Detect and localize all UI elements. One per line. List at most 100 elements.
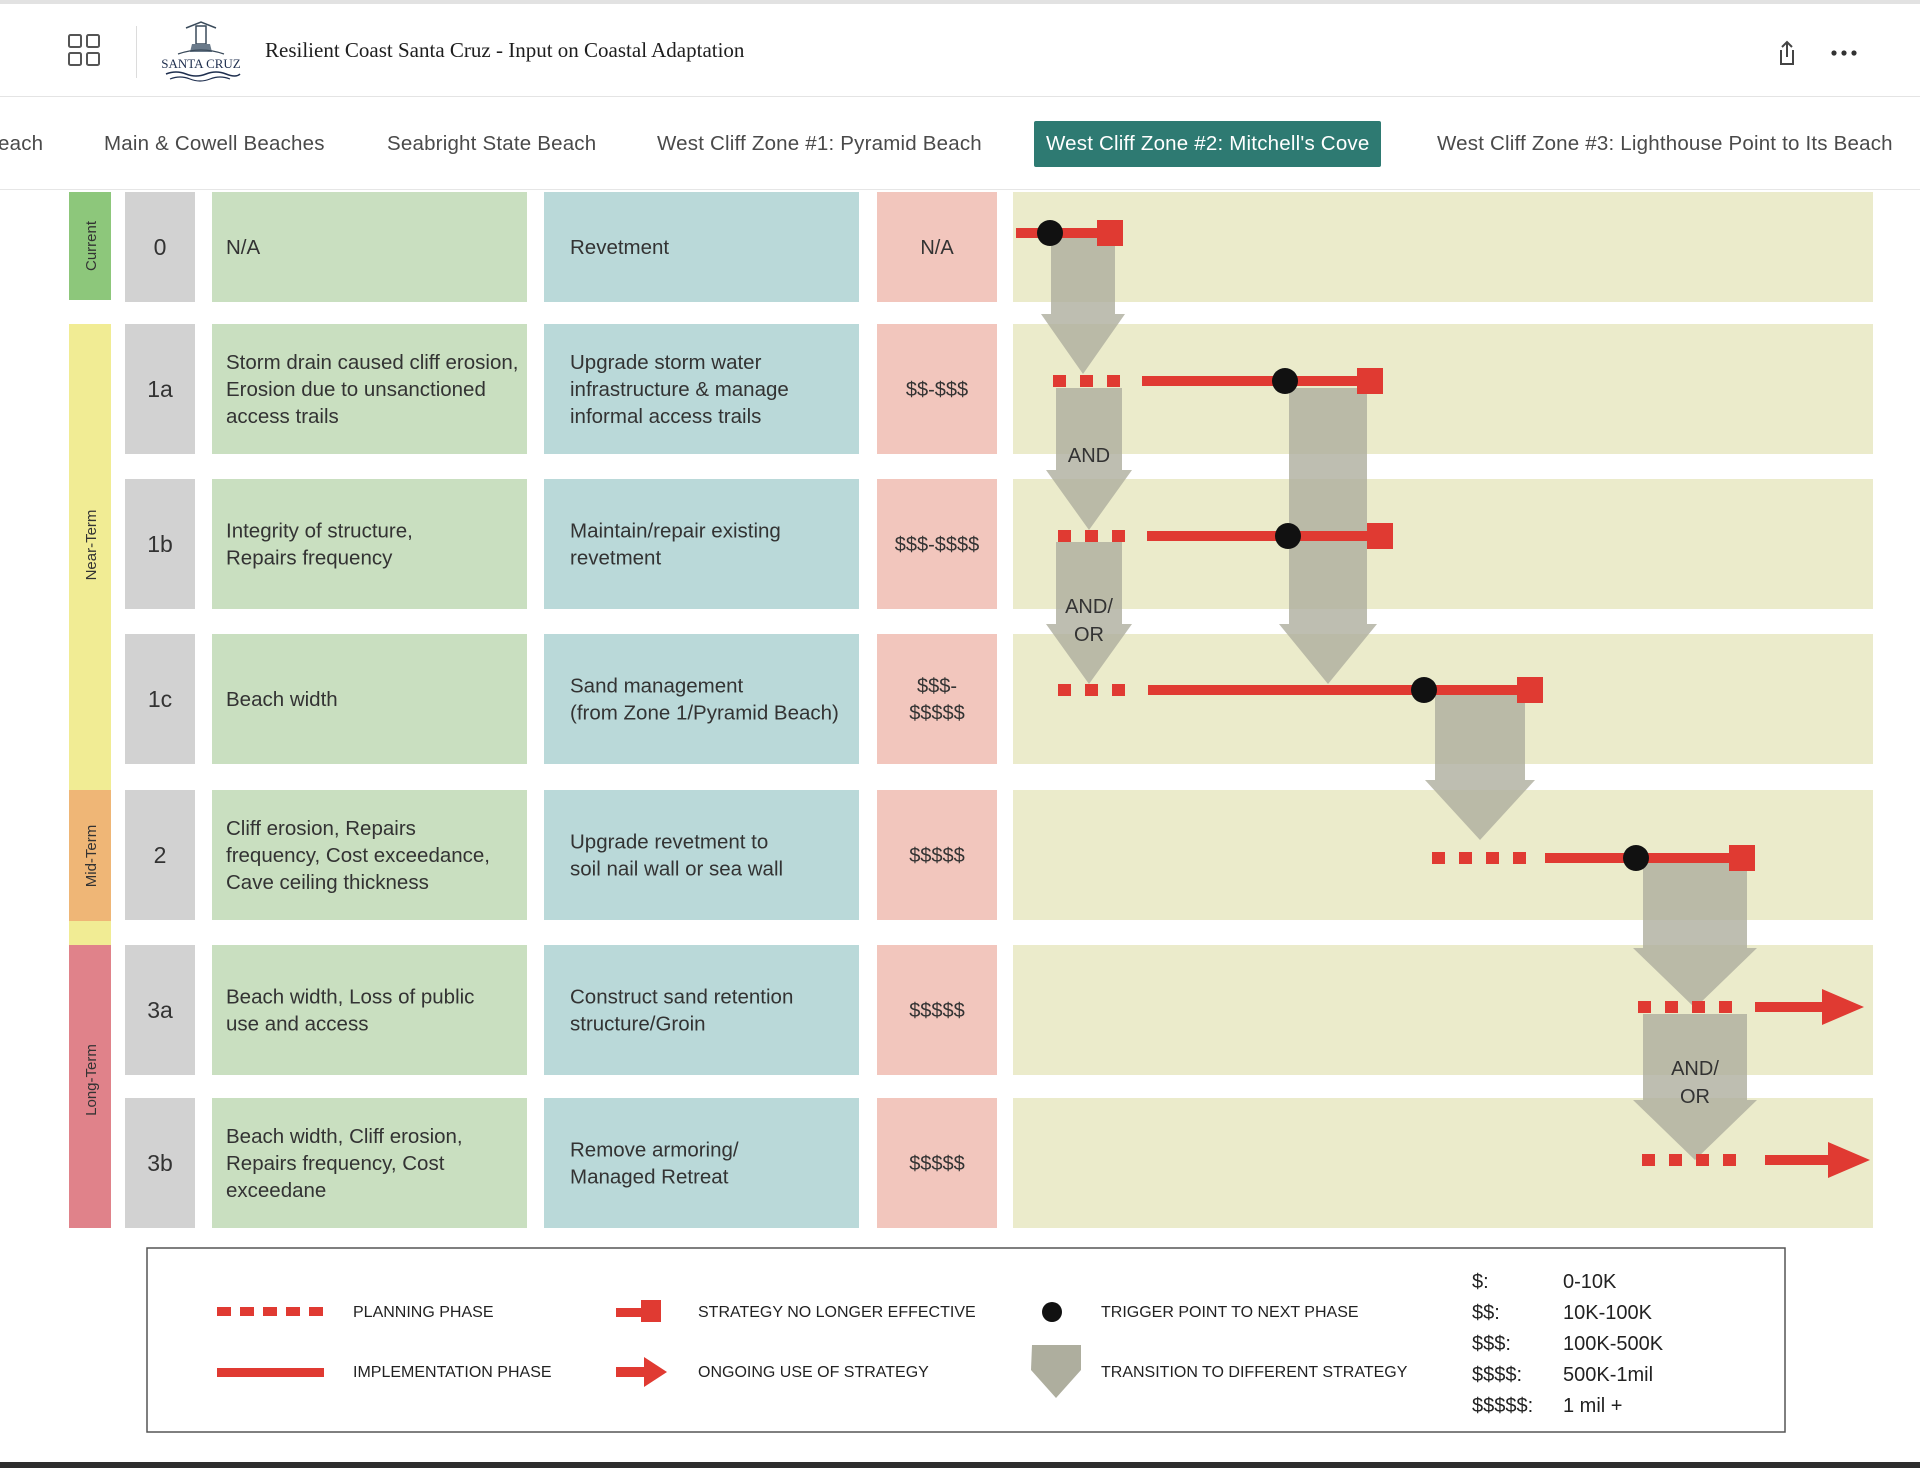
phase-label-mid-term: Mid-Term	[83, 825, 100, 888]
phase-label-long-term: Long-Term	[83, 1044, 100, 1116]
strategy-end-marker	[1357, 368, 1383, 394]
legend-planning-label: PLANNING PHASE	[353, 1304, 493, 1321]
phase-bar-long-term	[69, 945, 111, 1228]
cost-cell	[877, 324, 997, 454]
trigger-text: N/A	[226, 236, 261, 259]
planning-phase-dashes	[1432, 852, 1526, 864]
trigger-text: Cliff erosion, Repairs	[226, 817, 416, 840]
planning-phase-dashes	[1058, 530, 1125, 542]
zone-tabs: each Main & Cowell Beaches Seabright Sta…	[0, 97, 1920, 190]
trigger-text: exceedane	[226, 1179, 326, 1202]
strategy-end-marker	[1729, 845, 1755, 871]
row-id-cell	[125, 945, 195, 1075]
strategy-text: Maintain/repair existing	[570, 520, 781, 543]
tab-west-cliff-zone-1[interactable]: West Cliff Zone #1: Pyramid Beach	[657, 132, 982, 155]
trigger-cell	[212, 634, 527, 764]
strategy-row: 1b Integrity of structure, Repairs frequen…	[125, 479, 1873, 609]
tab-main-beach-partial[interactable]: each	[0, 132, 44, 155]
row-id: 2	[154, 842, 167, 868]
strategy-row: 3b Beach width, Cliff erosion, Repairs fre…	[125, 1098, 1873, 1228]
implementation-phase-line	[1147, 531, 1380, 541]
cost-cell	[877, 1098, 997, 1228]
legend-ongoing-label: ONGOING USE OF STRATEGY	[698, 1364, 929, 1381]
strategy-end-marker	[1517, 677, 1543, 703]
tab-west-cliff-zone-3[interactable]: West Cliff Zone #3: Lighthouse Point to …	[1437, 132, 1893, 155]
strategy-cell	[544, 634, 859, 764]
row-id-cell	[125, 634, 195, 764]
trigger-cell	[212, 192, 527, 302]
trigger-text: access trails	[226, 405, 339, 428]
legend-ongoing-arrow-icon	[616, 1357, 667, 1387]
tab-west-cliff-zone-2[interactable]: West Cliff Zone #2: Mitchell's Cove	[1034, 121, 1382, 167]
cost-text: N/A	[920, 237, 954, 259]
row-id-cell	[125, 479, 195, 609]
legend-cost-range: 500K-1mil	[1563, 1364, 1653, 1386]
strategy-cell	[544, 192, 859, 302]
more-options-icon[interactable]	[1826, 38, 1862, 68]
strategy-cell	[544, 790, 859, 920]
trigger-text: Beach width, Cliff erosion,	[226, 1125, 463, 1148]
trigger-text: Erosion due to unsanctioned	[226, 378, 486, 401]
apps-grid-icon[interactable]	[68, 34, 100, 66]
phase-bar-current	[69, 192, 111, 300]
app-header: SANTA CRUZ Resilient Coast Santa Cruz - …	[0, 4, 1920, 97]
legend-no-longer-effective-swatch	[616, 1300, 661, 1322]
share-icon[interactable]	[1772, 38, 1802, 68]
strategy-text: Sand management	[570, 675, 744, 698]
legend-cost-range: 1 mil +	[1563, 1395, 1622, 1417]
trigger-cell	[212, 945, 527, 1075]
strategy-row: 0 N/A Revetment N/A	[125, 192, 1873, 302]
strategy-row: 1c Beach width Sand management (from Zone 1…	[125, 634, 1873, 764]
trigger-text: frequency, Cost exceedance,	[226, 844, 490, 867]
ongoing-strategy-arrow-icon	[1822, 989, 1864, 1025]
flow-label-andor-2-line1: AND/	[1671, 1058, 1719, 1080]
trigger-point-dot	[1037, 220, 1063, 246]
strategy-text: structure/Groin	[570, 1013, 706, 1036]
tab-main-cowell-beaches[interactable]: Main & Cowell Beaches	[104, 132, 325, 155]
legend-no-longer-label: STRATEGY NO LONGER EFFECTIVE	[698, 1304, 976, 1321]
strategy-cell	[544, 324, 859, 454]
cost-text: $$$$$	[909, 1153, 965, 1175]
trigger-point-dot	[1623, 845, 1649, 871]
legend-cost-symbol: $$$$$:	[1472, 1395, 1533, 1417]
transition-arrow-1b-to-1c	[1046, 542, 1132, 684]
strategy-text: infrastructure & manage	[570, 378, 789, 401]
flow-label-andor-1-line2: OR	[1074, 624, 1104, 646]
implementation-phase-line	[1142, 376, 1370, 386]
legend-cost-symbol: $$$:	[1472, 1333, 1511, 1355]
trigger-text: Storm drain caused cliff erosion,	[226, 351, 518, 374]
strategy-text: informal access trails	[570, 405, 761, 428]
trigger-cell	[212, 479, 527, 609]
strategy-text: revetment	[570, 547, 661, 570]
app-title: Resilient Coast Santa Cruz - Input on Co…	[265, 38, 745, 62]
strategy-text: Managed Retreat	[570, 1166, 729, 1189]
trigger-point-dot	[1272, 368, 1298, 394]
strategy-text: (from Zone 1/Pyramid Beach)	[570, 702, 839, 725]
strategy-text: Upgrade revetment to	[570, 831, 768, 854]
legend-cost-range: 100K-500K	[1563, 1333, 1664, 1355]
flow-label-andor-2-line2: OR	[1680, 1086, 1710, 1108]
trigger-text: use and access	[226, 1013, 368, 1036]
strategy-text: soil nail wall or sea wall	[570, 858, 783, 881]
row-id: 3b	[147, 1150, 173, 1176]
cost-text: $$$-$$$$	[895, 534, 980, 556]
flow-label-and: AND	[1068, 445, 1110, 467]
strategy-end-marker	[1097, 220, 1123, 246]
row-id-cell	[125, 1098, 195, 1228]
trigger-text: Beach width, Loss of public	[226, 986, 474, 1009]
phase-bar-mid-term	[69, 790, 111, 921]
row-id-cell	[125, 192, 195, 302]
strategy-row: 3a Beach width, Loss of public use and acc…	[125, 945, 1873, 1075]
trigger-text: Repairs frequency	[226, 547, 393, 570]
strategy-cell	[544, 945, 859, 1075]
tab-seabright-state-beach[interactable]: Seabright State Beach	[387, 132, 597, 155]
transition-arrow-1c-to-2	[1425, 690, 1535, 840]
cost-cell	[877, 634, 997, 764]
implementation-phase-line	[1755, 1002, 1832, 1012]
cost-text: $$$$$	[909, 1000, 965, 1022]
cost-text: $$$$$	[909, 703, 965, 725]
transition-arrow-1a-to-1b	[1046, 388, 1132, 530]
top-border	[0, 0, 1920, 4]
strategy-end-marker	[1367, 523, 1393, 549]
legend-planning-swatch	[217, 1307, 323, 1316]
